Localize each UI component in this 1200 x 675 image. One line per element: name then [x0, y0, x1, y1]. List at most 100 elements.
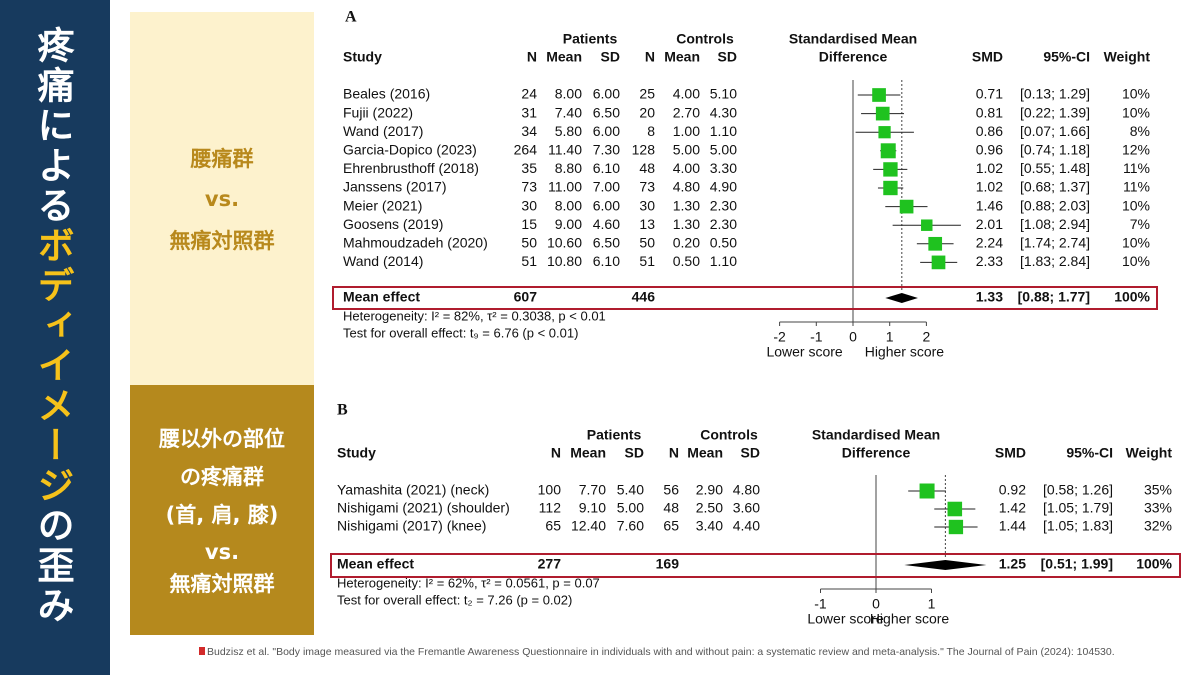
table-cell: 20	[639, 104, 655, 120]
panel-text: vs.	[205, 540, 239, 564]
weight-label: 33%	[1144, 500, 1172, 516]
effect-header: Standardised Mean	[789, 31, 917, 47]
table-cell: 5.40	[617, 482, 644, 498]
table-cell: 48	[639, 160, 655, 176]
summary-weight: 100%	[1136, 556, 1172, 572]
table-cell: 4.00	[673, 160, 700, 176]
table-cell: 6.10	[593, 253, 620, 269]
table-cell: 9.10	[579, 500, 606, 516]
table-cell: 3.30	[710, 160, 737, 176]
column-header: 95%-CI	[1043, 49, 1090, 65]
table-cell: 10.80	[547, 253, 582, 269]
ci-label: [0.74; 1.18]	[1020, 142, 1090, 158]
ci-label: [0.07; 1.66]	[1020, 123, 1090, 139]
effect-square	[880, 143, 896, 159]
weight-label: 7%	[1130, 216, 1150, 232]
weight-label: 8%	[1130, 123, 1150, 139]
table-cell: 4.80	[673, 179, 700, 195]
column-header: N	[551, 445, 561, 461]
table-cell: 50	[521, 235, 537, 251]
column-header: Study	[343, 49, 382, 65]
table-cell: 73	[639, 179, 655, 195]
panel-box	[130, 12, 314, 385]
ci-label: [1.08; 2.94]	[1020, 216, 1090, 232]
summary-smd: 1.33	[976, 289, 1003, 305]
heterogeneity: Heterogeneity: I² = 82%, τ² = 0.3038, p …	[343, 308, 606, 323]
summary-smd: 1.25	[999, 556, 1026, 572]
table-cell: 112	[539, 500, 562, 516]
column-header: SMD	[995, 445, 1026, 461]
table-cell: 12.40	[571, 518, 606, 534]
panel-text: (首, 肩, 膝)	[166, 503, 279, 527]
column-header: Mean	[664, 49, 700, 65]
table-cell: 65	[663, 518, 679, 534]
effect-header: Difference	[842, 445, 911, 461]
table-cell: 0.50	[673, 253, 700, 269]
table-cell: 34	[521, 123, 537, 139]
x-axis-label: Higher score	[870, 611, 950, 627]
table-cell: 7.70	[579, 482, 606, 498]
study-name: Goosens (2019)	[343, 216, 443, 232]
column-header: N	[645, 49, 655, 65]
weight-label: 10%	[1122, 235, 1150, 251]
study-name: Janssens (2017)	[343, 179, 447, 195]
table-cell: 10.60	[547, 235, 582, 251]
summary-diamond	[885, 293, 918, 303]
table-cell: 3.60	[733, 500, 760, 516]
table-cell: 1.10	[710, 123, 737, 139]
summary-diamond	[904, 560, 987, 570]
column-header: Weight	[1126, 445, 1173, 461]
overall-test: Test for overall effect: t₉ = 6.76 (p < …	[343, 325, 578, 340]
panel-text: 腰痛群	[190, 147, 254, 171]
smd-label: 2.24	[976, 235, 1003, 251]
weight-label: 10%	[1122, 253, 1150, 269]
summary-box	[330, 553, 1181, 578]
table-cell: 2.50	[696, 500, 723, 516]
summary-ci: [0.88; 1.77]	[1018, 289, 1090, 305]
x-tick-label: 1	[928, 596, 936, 612]
study-name: Meier (2021)	[343, 197, 422, 213]
ci-label: [0.55; 1.48]	[1020, 160, 1090, 176]
table-cell: 5.00	[710, 142, 737, 158]
effect-square	[921, 219, 933, 231]
title-part: 疼痛による	[31, 26, 74, 226]
table-cell: 8.00	[555, 197, 582, 213]
column-header: SMD	[972, 49, 1003, 65]
table-cell: 3.40	[696, 518, 723, 534]
x-tick-label: 2	[923, 329, 931, 345]
table-cell: 4.80	[733, 482, 760, 498]
summary-n: 277	[538, 556, 562, 572]
column-header: Mean	[687, 445, 723, 461]
ci-label: [0.58; 1.26]	[1043, 482, 1113, 498]
table-cell: 1.30	[673, 197, 700, 213]
column-header: Study	[337, 445, 376, 461]
table-cell: 56	[663, 482, 679, 498]
smd-label: 1.44	[999, 518, 1026, 534]
table-cell: 51	[521, 253, 537, 269]
table-cell: 2.90	[696, 482, 723, 498]
title-highlight: ボディイメージ	[31, 226, 74, 506]
table-cell: 5.00	[617, 500, 644, 516]
table-cell: 25	[639, 86, 655, 102]
study-name: Mahmoudzadeh (2020)	[343, 235, 488, 251]
table-cell: 24	[521, 86, 537, 102]
panel-label: A	[345, 9, 357, 26]
table-cell: 6.10	[593, 160, 620, 176]
table-cell: 100	[538, 482, 562, 498]
table-cell: 0.20	[673, 235, 700, 251]
table-cell: 50	[639, 235, 655, 251]
ci-label: [1.83; 2.84]	[1020, 253, 1090, 269]
table-cell: 1.10	[710, 253, 737, 269]
summary-box	[332, 286, 1158, 310]
table-cell: 0.50	[710, 235, 737, 251]
weight-label: 35%	[1144, 482, 1172, 498]
table-cell: 1.00	[673, 123, 700, 139]
study-name: Ehrenbrusthoff (2018)	[343, 160, 479, 176]
ci-label: [1.05; 1.83]	[1043, 518, 1113, 534]
panel-text: の疼痛群	[180, 465, 264, 489]
summary-name: Mean effect	[337, 556, 414, 572]
effect-square	[872, 88, 886, 102]
summary-n: 607	[514, 289, 538, 305]
ci-label: [1.05; 1.79]	[1043, 500, 1113, 516]
